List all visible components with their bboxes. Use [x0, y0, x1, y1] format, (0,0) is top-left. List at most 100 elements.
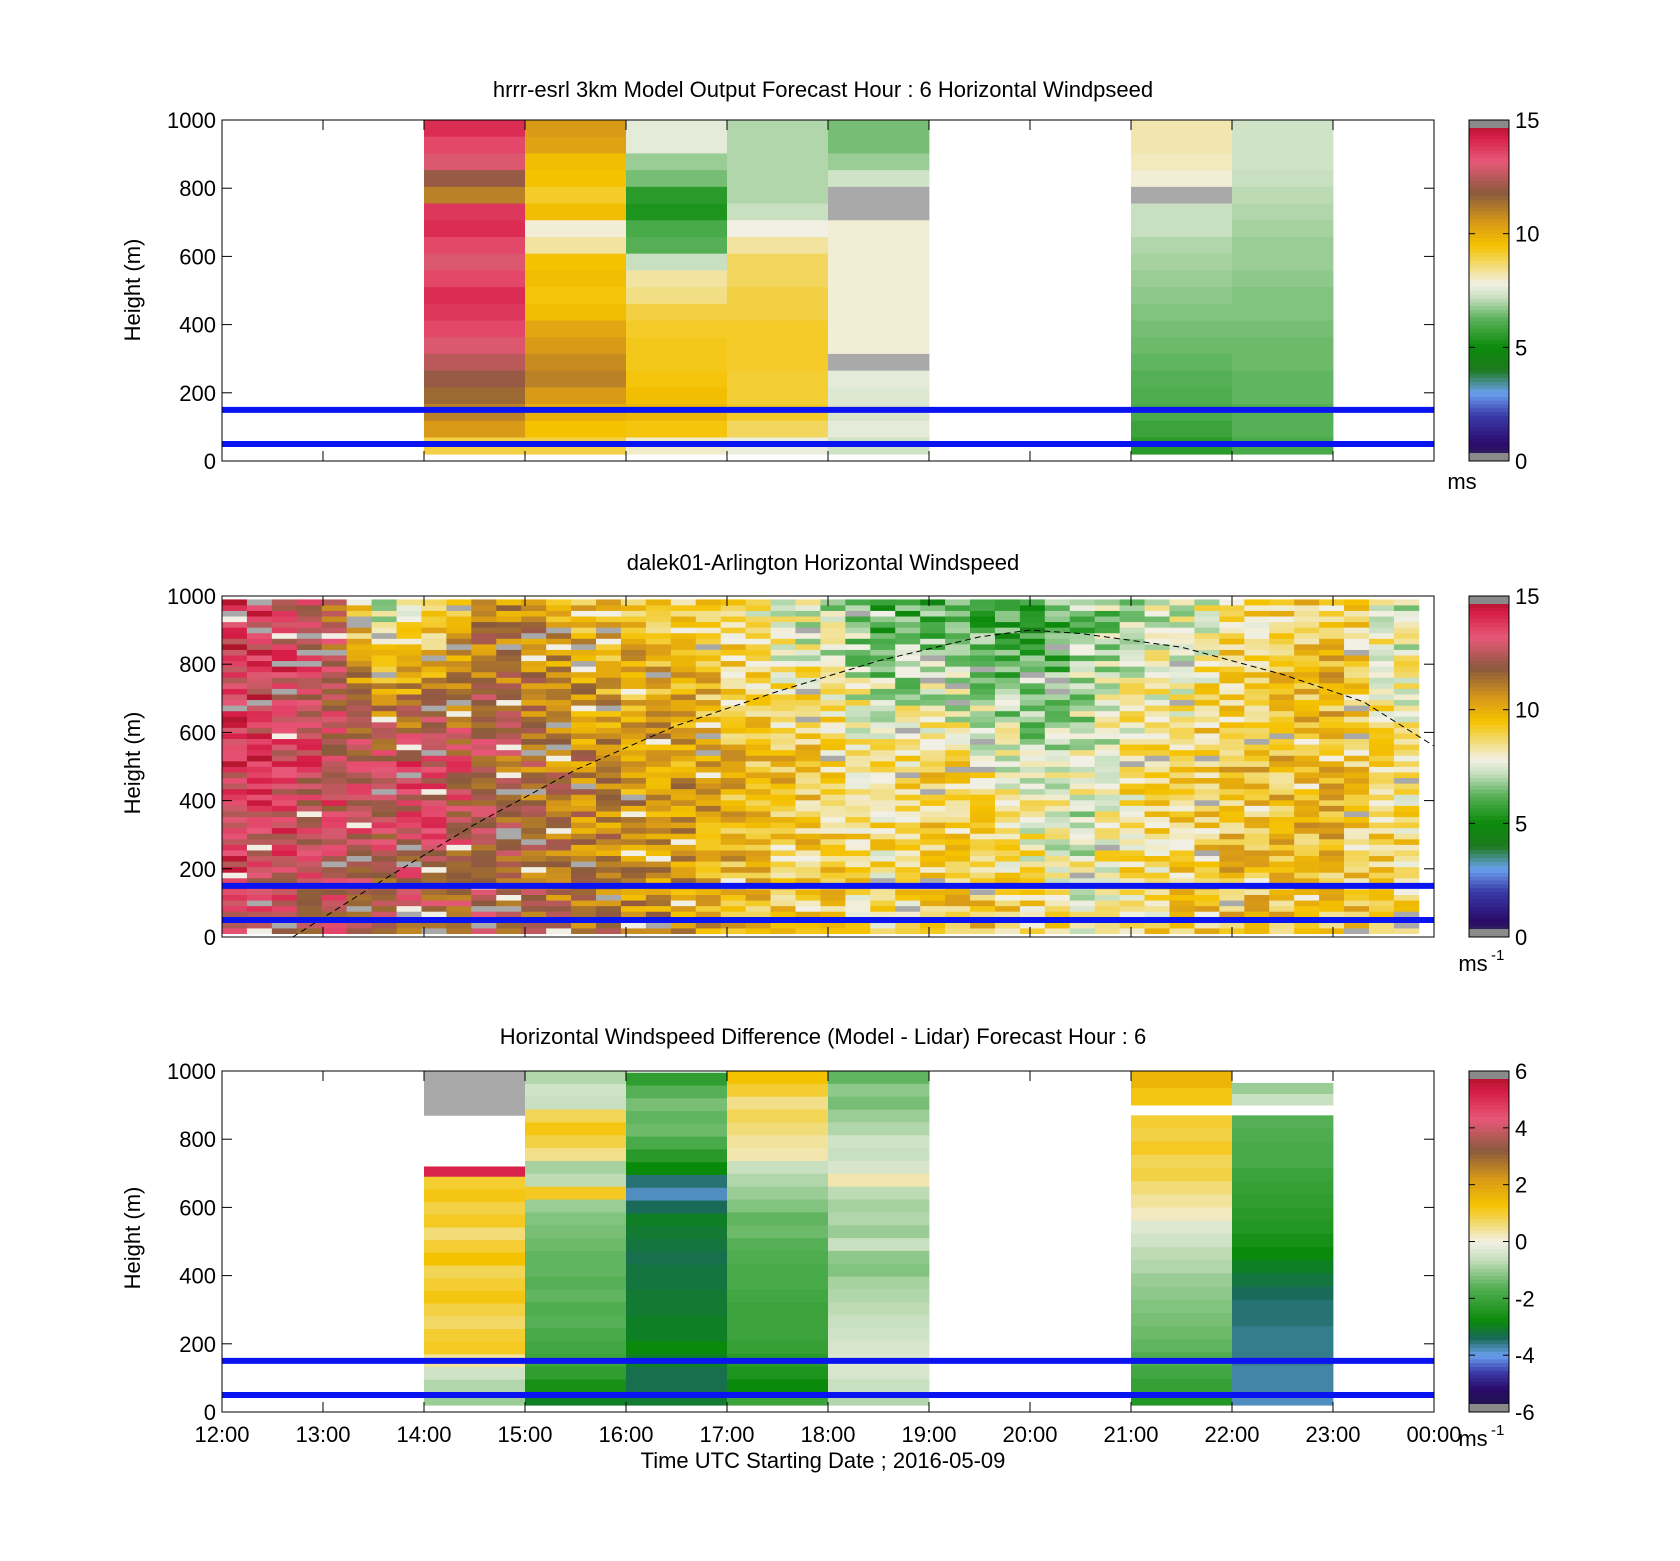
heatmap-cell	[1232, 1339, 1334, 1353]
heatmap-cell	[1044, 666, 1071, 673]
colorbar-swatch	[1469, 834, 1509, 839]
heatmap-cell	[1131, 1207, 1233, 1222]
heatmap-cell	[471, 861, 497, 868]
heatmap-cell	[970, 850, 996, 857]
heatmap-cell	[471, 655, 497, 662]
heatmap-cell	[1119, 900, 1145, 907]
heatmap-cell	[828, 420, 930, 438]
heatmap-cell	[1044, 855, 1071, 862]
heatmap-cell	[471, 922, 497, 929]
heatmap-cell	[446, 822, 472, 829]
heatmap-cell	[845, 632, 871, 639]
heatmap-cell	[471, 905, 497, 912]
heatmap-cell	[246, 788, 273, 795]
heatmap-cell	[870, 671, 896, 678]
heatmap-cell	[1044, 805, 1071, 812]
colorbar-swatch	[1469, 146, 1509, 151]
heatmap-cell	[920, 755, 946, 762]
heatmap-cell	[321, 799, 348, 806]
heatmap-cell	[396, 627, 422, 634]
colorbar-swatch	[1469, 755, 1509, 760]
heatmap-cell	[720, 660, 747, 667]
heatmap-cell	[1368, 844, 1395, 851]
heatmap-cell	[970, 816, 996, 823]
heatmap-cell	[770, 705, 796, 712]
heatmap-cell	[296, 627, 323, 634]
heatmap-cell	[596, 861, 622, 868]
heatmap-cell	[920, 660, 946, 667]
heatmap-cell	[1244, 755, 1270, 762]
heatmap-cell	[1069, 811, 1096, 818]
heatmap-cell	[371, 894, 397, 901]
heatmap-cell	[895, 655, 921, 662]
heatmap-cell	[945, 877, 971, 884]
heatmap-cell	[1219, 788, 1245, 795]
heatmap-cell	[1094, 627, 1121, 634]
heatmap-cell	[321, 632, 348, 639]
heatmap-cell	[1069, 749, 1096, 756]
heatmap-cell	[496, 811, 522, 818]
colorbar-swatch	[1469, 899, 1509, 904]
heatmap-cell	[1269, 627, 1295, 634]
heatmap-cell	[1294, 660, 1320, 667]
heatmap-cell	[1393, 660, 1420, 667]
heatmap-cell	[1269, 660, 1295, 667]
colorbar-swatch	[1469, 207, 1509, 212]
heatmap-cell	[424, 1166, 526, 1178]
heatmap-cell	[920, 788, 946, 795]
heatmap-cell	[296, 694, 323, 701]
colorbar-swatch	[1469, 1317, 1509, 1322]
colorbar-swatch	[1469, 400, 1509, 405]
heatmap-cell	[321, 850, 348, 857]
heatmap-cell	[970, 894, 996, 901]
heatmap-cell	[571, 688, 597, 695]
heatmap-cell	[770, 682, 796, 689]
heatmap-cell	[870, 610, 896, 617]
colorbar-swatch	[1469, 656, 1509, 661]
heatmap-cell	[596, 738, 622, 745]
heatmap-cell	[795, 833, 821, 840]
heatmap-cell	[770, 805, 796, 812]
colorbar-swatch	[1469, 1158, 1509, 1163]
y-tick-label: 1000	[167, 584, 216, 609]
heatmap-cell	[396, 760, 422, 767]
heatmap-cell	[1244, 599, 1270, 606]
heatmap-cell	[820, 850, 846, 857]
heatmap-cell	[1044, 627, 1071, 634]
heatmap-cell	[845, 905, 871, 912]
colorbar-swatch	[1469, 785, 1509, 790]
heatmap-cell	[1219, 799, 1245, 806]
heatmap-cell	[1069, 777, 1096, 784]
heatmap-cell	[720, 922, 747, 929]
heatmap-cell	[945, 905, 971, 912]
heatmap-cell	[1169, 799, 1195, 806]
heatmap-cell	[1119, 766, 1145, 773]
heatmap-cell	[994, 905, 1021, 912]
heatmap-cell	[246, 643, 273, 650]
heatmap-cell	[1019, 928, 1046, 934]
heatmap-cell	[895, 682, 921, 689]
heatmap-cell	[1119, 699, 1145, 706]
heatmap-cell	[525, 1199, 627, 1213]
colorbar-swatch	[1469, 770, 1509, 775]
heatmap-cell	[720, 694, 747, 701]
heatmap-cell	[1344, 749, 1370, 756]
heatmap-cell	[795, 610, 821, 617]
heatmap-cell	[271, 772, 298, 779]
heatmap-cell	[994, 833, 1021, 840]
heatmap-cell	[1119, 772, 1145, 779]
heatmap-cell	[571, 733, 597, 740]
heatmap-cell	[945, 744, 971, 751]
heatmap-cell	[471, 716, 497, 723]
heatmap-cell	[920, 889, 946, 895]
heatmap-cell	[371, 660, 397, 667]
heatmap-cell	[1244, 805, 1270, 812]
heatmap-cell	[745, 866, 771, 873]
heatmap-cell	[1144, 627, 1170, 634]
heatmap-cell	[546, 638, 572, 645]
colorbar-swatch	[1469, 165, 1509, 170]
heatmap-cell	[620, 744, 647, 751]
heatmap-cell	[970, 760, 996, 767]
heatmap-cell	[222, 788, 248, 795]
heatmap-cell	[1169, 688, 1195, 695]
